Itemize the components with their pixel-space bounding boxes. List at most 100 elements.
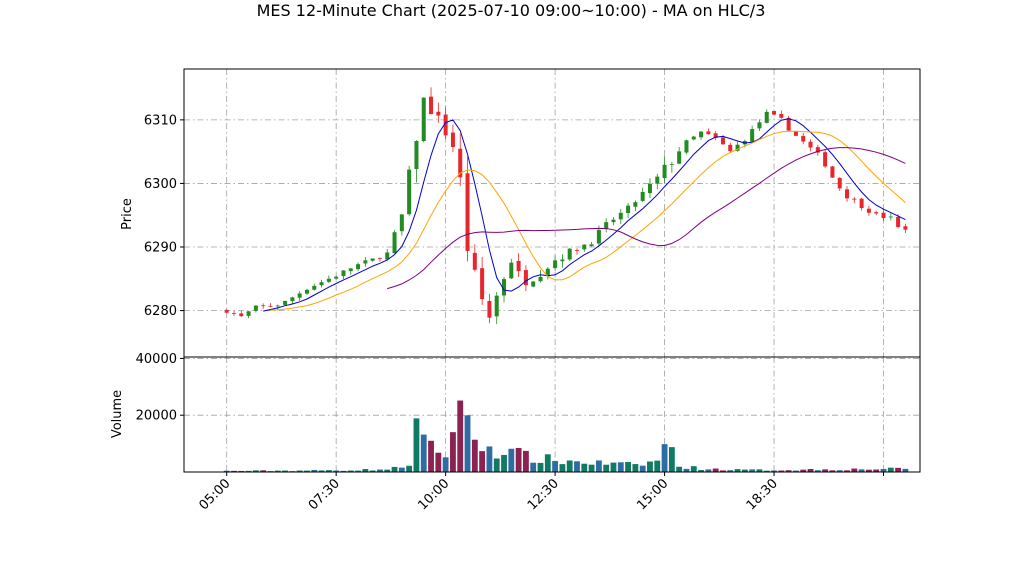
moving-average-line (270, 130, 906, 311)
candle-body (239, 313, 244, 317)
candle-body (341, 270, 346, 277)
volume-bar (771, 470, 777, 472)
candle-body (815, 147, 820, 153)
volume-bar (223, 470, 230, 472)
candle-body (458, 148, 463, 178)
candle-body (363, 260, 368, 264)
x-tick-label: 18:30 (744, 476, 781, 513)
volume-bar (632, 464, 639, 472)
candle-body (224, 309, 229, 313)
candle-body (720, 137, 725, 145)
candle-body (487, 300, 492, 318)
candle-body (728, 144, 733, 152)
volume-bar (712, 468, 719, 472)
candle-body (370, 258, 375, 261)
volume-bars (223, 400, 909, 472)
candle-body (669, 164, 674, 165)
candle-body (618, 212, 623, 220)
volume-panel: 20000 40000 Volume (110, 352, 921, 473)
candle-body (677, 151, 682, 164)
x-tick-label: 15:00 (634, 476, 671, 513)
candle-body (283, 300, 288, 305)
price-grid (184, 69, 920, 357)
volume-bar (340, 470, 347, 472)
candle-body (596, 229, 601, 244)
volume-bar (887, 467, 894, 472)
volume-bar (252, 470, 259, 472)
volume-bar (610, 462, 617, 472)
candle-body (582, 244, 587, 250)
volume-bar (318, 470, 325, 472)
candle-body (334, 276, 339, 279)
candle-body (859, 198, 864, 209)
volume-bar (595, 460, 602, 472)
candle-body (706, 131, 711, 135)
volume-bar (464, 415, 471, 472)
volume-bar (785, 470, 792, 472)
candle-body (480, 268, 485, 300)
volume-bar (639, 465, 646, 472)
volume-bar (625, 462, 632, 472)
candle-body (304, 289, 309, 294)
candle-body (896, 216, 901, 227)
volume-bar (749, 469, 756, 472)
volume-bar (347, 470, 354, 472)
candle-body (472, 252, 477, 270)
volume-bar (369, 470, 376, 472)
candle-body (881, 212, 886, 219)
candle-body (523, 270, 528, 286)
volume-bar (756, 469, 763, 472)
candle-body (399, 214, 404, 232)
volume-bar (654, 460, 661, 472)
volume-bar (493, 458, 500, 472)
volume-bar (501, 454, 507, 472)
volume-bar (807, 469, 814, 472)
candle-body (356, 264, 361, 270)
candle-body (699, 131, 704, 138)
x-tick-label: 05:00 (196, 476, 233, 513)
moving-average-line (387, 147, 906, 290)
volume-bar (617, 462, 624, 472)
volume-bar (676, 466, 683, 472)
candle-body (421, 97, 426, 142)
chart-title: MES 12-Minute Chart (2025-07-10 09:00~10… (257, 1, 766, 20)
volume-y-ticks: 20000 40000 (136, 352, 184, 424)
candle-body (297, 293, 302, 298)
volume-bar (778, 470, 785, 472)
candle-body (713, 133, 718, 138)
volume-bar (822, 469, 829, 472)
candle-body (231, 312, 236, 314)
candle-body (691, 136, 696, 140)
volume-bar (800, 469, 807, 472)
candle-body (874, 212, 879, 214)
price-y-tick-label: 6310 (144, 113, 177, 128)
volume-bar (391, 466, 398, 472)
volume-bar (836, 470, 843, 472)
candle-body (385, 252, 390, 260)
volume-bar (508, 448, 515, 472)
volume-bar (705, 469, 712, 472)
volume-bar (647, 461, 653, 472)
volume-bar (873, 469, 880, 472)
volume-bar (231, 470, 237, 472)
volume-bar (858, 469, 865, 472)
volume-bar (588, 464, 595, 472)
candle-body (436, 111, 441, 116)
candle-body (494, 295, 499, 317)
candle-body (647, 183, 652, 194)
volume-bar (851, 468, 858, 472)
volume-bar (304, 470, 310, 472)
candle-body (516, 260, 521, 272)
candle-body (662, 164, 667, 179)
candle-body (757, 122, 762, 129)
candle-body (429, 96, 434, 115)
moving-average-line (263, 118, 906, 312)
candle-body (888, 216, 893, 218)
volume-bar (690, 466, 697, 472)
candle-body (275, 305, 280, 307)
volume-bar (471, 439, 478, 472)
candle-body (823, 152, 828, 167)
volume-y-tick-label: 20000 (136, 409, 177, 424)
volume-bar (333, 470, 340, 472)
